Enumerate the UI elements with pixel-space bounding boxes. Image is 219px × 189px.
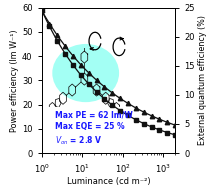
X-axis label: Luminance (cd m⁻²): Luminance (cd m⁻²)	[67, 177, 150, 186]
Text: Max PE = 62 lm/W
Max EQE = 25 %
$V_{on}$ = 2.8 V: Max PE = 62 lm/W Max EQE = 25 % $V_{on}$…	[55, 110, 133, 147]
Ellipse shape	[52, 44, 119, 102]
Y-axis label: Power efficiency (lm W⁻¹): Power efficiency (lm W⁻¹)	[10, 29, 19, 132]
Y-axis label: External quantum efficiency (%): External quantum efficiency (%)	[198, 15, 207, 145]
